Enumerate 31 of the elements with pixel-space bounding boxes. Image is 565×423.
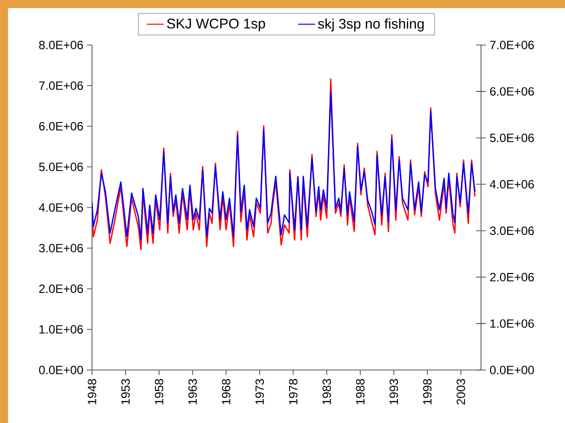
x-tick-label: 2003: [456, 379, 466, 405]
y-tick-label: 6.0E+06: [39, 122, 83, 130]
y2-tick-label: 3.0E+06: [490, 226, 534, 235]
y-tick-label: 8.0E+06: [39, 40, 83, 50]
x-tick-label: 1998: [423, 379, 432, 404]
y-tick-label: 5.0E+06: [39, 162, 83, 172]
y2-tick-label: 4.0E+06: [490, 180, 534, 189]
x-tick-label: 1953: [121, 379, 130, 404]
y2-tick-label: 7.0E+06: [490, 40, 534, 50]
y2-tick-label: 6.0E+06: [490, 87, 534, 96]
y2-tick-label: 5.0E+06: [490, 134, 534, 142]
y2-tick-label: 2.0E+06: [490, 272, 534, 282]
x-tick-label: 1978: [288, 379, 298, 404]
x-tick-label: 1983: [322, 379, 331, 404]
legend-label: SKJ WCPO 1sp: [167, 18, 266, 32]
x-tick-label: 1993: [390, 379, 398, 404]
x-tick-label: 1988: [356, 379, 364, 404]
y2-tick-label: 0.0E+00: [490, 366, 534, 374]
y-tick-label: 7.0E+06: [39, 81, 83, 90]
x-tick-label: 1963: [188, 379, 197, 404]
legend-label: skj 3sp no fishing: [318, 18, 424, 32]
y-tick-label: 4.0E+06: [38, 203, 83, 212]
y-tick-label: 2.0E+06: [39, 284, 83, 293]
y-tick-label: 0.0E+00: [39, 366, 84, 374]
y2-tick-label: 1.0E+06: [490, 319, 534, 328]
x-tick-label: 1948: [88, 379, 96, 404]
x-tick-label: 1958: [154, 379, 164, 404]
x-tick-label: 1973: [255, 379, 264, 404]
x-tick-label: 1968: [222, 379, 230, 404]
y-tick-label: 1.0E+06: [40, 325, 83, 334]
y-tick-label: 3.0E+06: [39, 244, 83, 252]
